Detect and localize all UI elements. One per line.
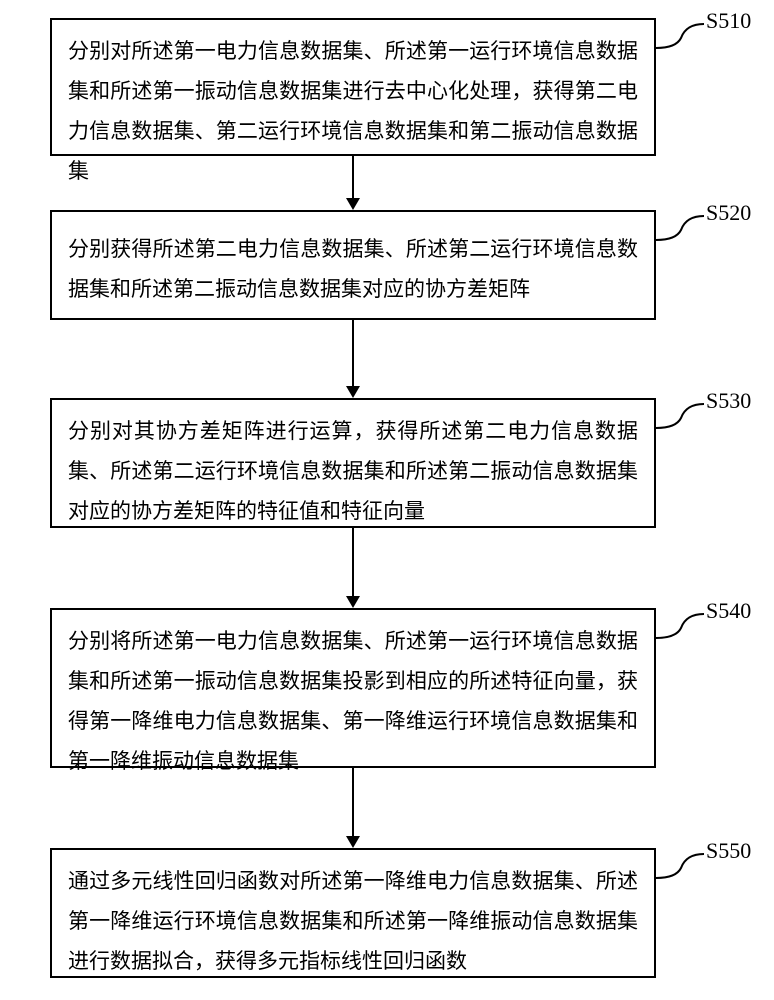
step-label-s550: S550 <box>706 838 751 864</box>
arrow-head-icon <box>346 198 360 210</box>
arrow-head-icon <box>346 836 360 848</box>
step-label-s510: S510 <box>706 8 751 34</box>
arrow-head-icon <box>346 596 360 608</box>
step-box-s540: 分别将所述第一电力信息数据集、所述第一运行环境信息数据集和所述第一振动信息数据集… <box>50 608 656 768</box>
step-label-s520: S520 <box>706 200 751 226</box>
step-box-s510: 分别对所述第一电力信息数据集、所述第一运行环境信息数据集和所述第一振动信息数据集… <box>50 18 656 156</box>
step-text: 通过多元线性回归函数对所述第一降维电力信息数据集、所述第一降维运行环境信息数据集… <box>68 869 638 973</box>
step-box-s550: 通过多元线性回归函数对所述第一降维电力信息数据集、所述第一降维运行环境信息数据集… <box>50 848 656 978</box>
step-text: 分别获得所述第二电力信息数据集、所述第二运行环境信息数据集和所述第二振动信息数据… <box>68 230 638 310</box>
flowchart-canvas: 分别对所述第一电力信息数据集、所述第一运行环境信息数据集和所述第一振动信息数据集… <box>0 0 774 1000</box>
arrow <box>352 156 354 198</box>
arrow <box>352 768 354 836</box>
step-text: 分别对其协方差矩阵进行运算，获得所述第二电力信息数据集、所述第二运行环境信息数据… <box>68 419 638 523</box>
step-label-s530: S530 <box>706 388 751 414</box>
arrow <box>352 528 354 596</box>
step-label-s540: S540 <box>706 598 751 624</box>
arrow-head-icon <box>346 386 360 398</box>
step-box-s520: 分别获得所述第二电力信息数据集、所述第二运行环境信息数据集和所述第二振动信息数据… <box>50 210 656 320</box>
arrow <box>352 320 354 386</box>
step-text: 分别将所述第一电力信息数据集、所述第一运行环境信息数据集和所述第一振动信息数据集… <box>68 629 638 773</box>
step-box-s530: 分别对其协方差矩阵进行运算，获得所述第二电力信息数据集、所述第二运行环境信息数据… <box>50 398 656 528</box>
